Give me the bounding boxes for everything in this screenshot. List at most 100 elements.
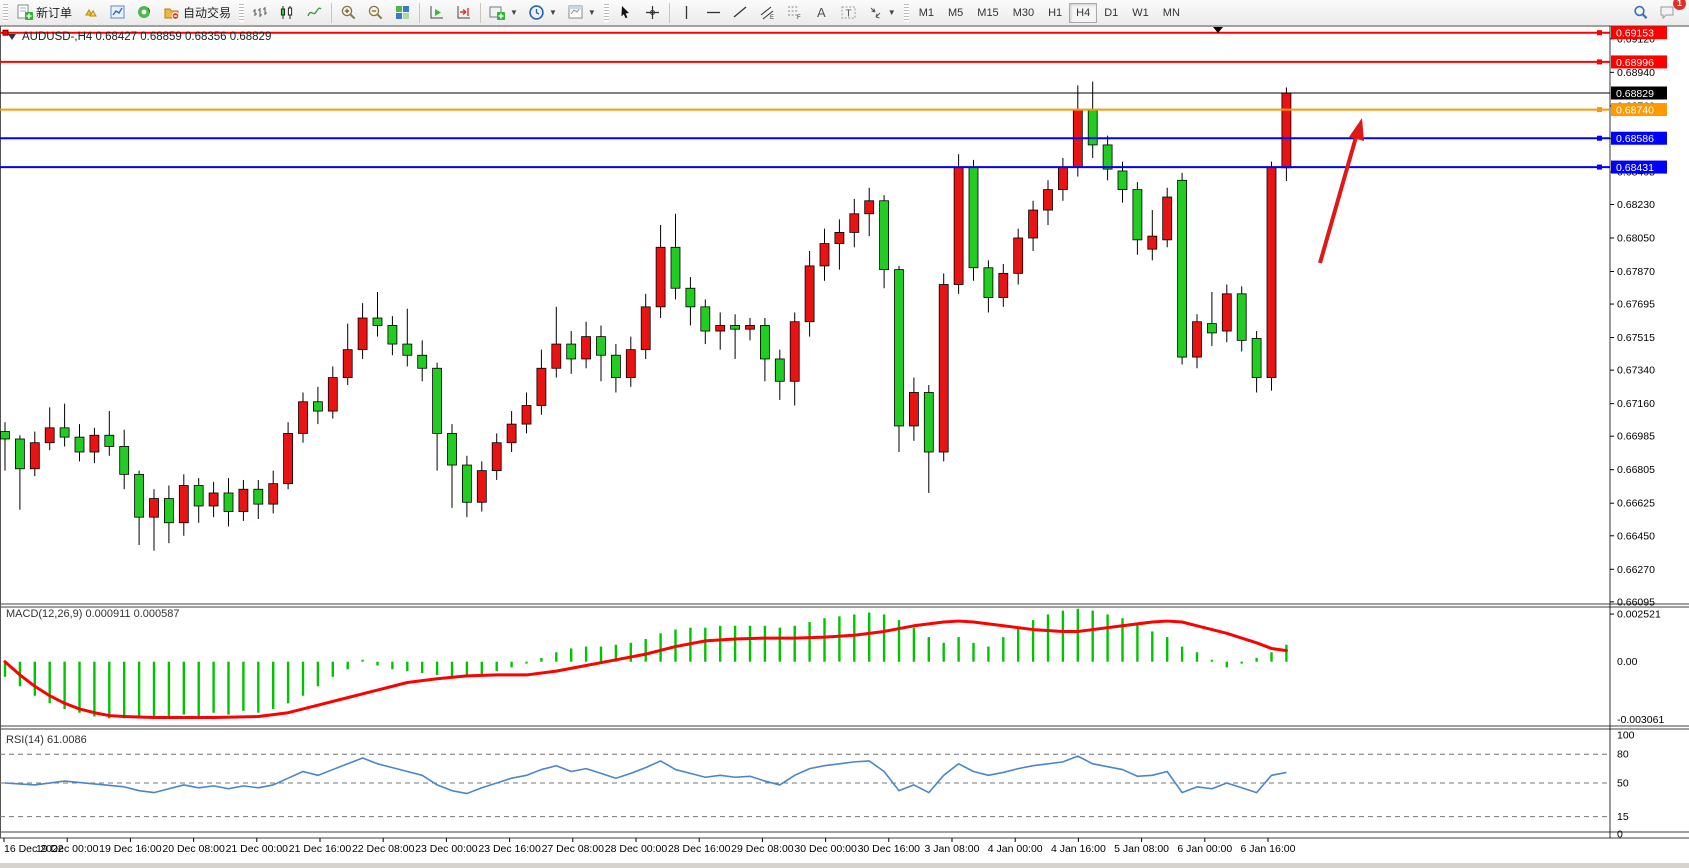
time-tick-label: 30 Dec 16:00 xyxy=(858,843,921,855)
candle-body xyxy=(223,492,234,512)
candle-body xyxy=(730,325,740,330)
candle-body xyxy=(491,442,502,472)
chart-candles-button[interactable] xyxy=(274,1,301,24)
time-tick-label: 3 Jan 08:00 xyxy=(925,843,980,855)
timeframe-m30-button[interactable]: M30 xyxy=(1012,6,1035,19)
zoom-out-button[interactable] xyxy=(362,1,389,24)
price-line-label-box xyxy=(1611,103,1667,117)
macd-label: MACD(12,26,9) 0.000911 0.000587 xyxy=(6,608,179,620)
new-order-button-label: 新订单 xyxy=(36,6,73,20)
timeframe-m1-button[interactable]: M1 xyxy=(918,6,934,19)
candle-body xyxy=(506,423,517,444)
candle-body xyxy=(119,446,130,475)
time-tick-label: 21 Dec 16:00 xyxy=(289,843,352,855)
candle-body xyxy=(655,246,666,308)
templates-button[interactable]: ▼ xyxy=(562,1,601,24)
trendline-icon xyxy=(732,4,749,21)
candle-body xyxy=(178,485,189,524)
search-icon[interactable] xyxy=(1627,1,1654,24)
arrows-button[interactable]: ▼ xyxy=(862,1,901,24)
chart-canvas[interactable]: 0.691200.689400.687600.685850.684050.682… xyxy=(0,25,1689,863)
chart-title-expand-icon[interactable] xyxy=(8,34,16,40)
chart-bars-button[interactable] xyxy=(247,1,274,24)
chart-shift-button[interactable] xyxy=(450,1,477,24)
candle-body xyxy=(596,336,606,356)
candle-body xyxy=(74,436,85,453)
crosshair-icon xyxy=(644,4,661,21)
chart-line-button[interactable] xyxy=(301,1,328,24)
line-handle[interactable] xyxy=(1597,30,1602,36)
indicators-button[interactable]: ▼ xyxy=(484,1,523,24)
candle-body xyxy=(447,433,457,466)
templates-button-dropdown[interactable]: ▼ xyxy=(587,8,596,17)
candle-body xyxy=(134,473,145,518)
candle-body xyxy=(611,354,621,378)
rsi-axis-label: 50 xyxy=(1617,778,1629,790)
candle-body xyxy=(1087,109,1098,146)
time-tick-label: 19 Dec 16:00 xyxy=(99,843,162,855)
channel-button[interactable]: E xyxy=(754,1,781,24)
candle-body xyxy=(387,325,398,345)
timeframe-h1-button[interactable]: H1 xyxy=(1048,6,1063,19)
line-handle[interactable] xyxy=(1597,164,1602,170)
price-line-label-box xyxy=(1611,160,1667,174)
trendline-button[interactable] xyxy=(727,1,754,24)
vline-button[interactable] xyxy=(673,1,700,24)
line-handle[interactable] xyxy=(1597,135,1602,141)
price-tick-label: 0.66985 xyxy=(1617,431,1655,443)
fibonacci-button[interactable]: F xyxy=(781,1,808,24)
new-order-button[interactable]: 新订单 xyxy=(11,1,77,24)
candle-body xyxy=(253,488,264,505)
candle-body xyxy=(968,166,979,269)
zoom-in-button[interactable] xyxy=(335,1,362,24)
market-icon[interactable] xyxy=(77,1,104,24)
annotation-arrow-head[interactable] xyxy=(1349,118,1364,141)
text-button[interactable]: A xyxy=(808,1,835,24)
signals-icon[interactable] xyxy=(104,1,131,24)
candle-body xyxy=(536,367,547,406)
periods-button[interactable]: ▼ xyxy=(523,1,562,24)
auto-scroll-button[interactable] xyxy=(423,1,450,24)
candle-body xyxy=(581,336,591,360)
candle-body xyxy=(14,438,25,470)
timeframe-d1-button[interactable]: D1 xyxy=(1104,6,1119,19)
chart-candles-icon xyxy=(279,4,296,21)
time-tick-label: 30 Dec 00:00 xyxy=(794,843,857,855)
candle-body xyxy=(819,243,830,267)
periods-button-dropdown[interactable]: ▼ xyxy=(548,8,557,17)
price-tick-label: 0.67695 xyxy=(1617,299,1655,311)
toolbar-grip xyxy=(603,3,609,22)
tile-windows-button[interactable] xyxy=(389,1,416,24)
chart-window: 0.691200.689400.687600.685850.684050.682… xyxy=(0,25,1689,863)
timeframe-w1-button[interactable]: W1 xyxy=(1132,6,1149,19)
indicators-button-dropdown[interactable]: ▼ xyxy=(510,8,518,17)
annotation-arrow[interactable] xyxy=(1318,136,1358,264)
hline-button[interactable] xyxy=(700,1,727,24)
cursor-icon xyxy=(617,4,634,21)
candle-body xyxy=(402,343,413,356)
line-handle[interactable] xyxy=(2,29,9,36)
candle-body xyxy=(1207,323,1217,334)
price-tick-label: 0.68050 xyxy=(1617,232,1655,244)
candle-body xyxy=(357,317,368,351)
crosshair-button[interactable] xyxy=(639,1,666,24)
news-icon[interactable] xyxy=(131,1,158,24)
text-label-button[interactable]: T xyxy=(835,1,862,24)
autotrading-button[interactable]: 自动交易 xyxy=(158,1,236,24)
cursor-button[interactable] xyxy=(612,1,639,24)
timeframe-h4-button[interactable]: H4 xyxy=(1069,2,1098,23)
timeframe-m15-button[interactable]: M15 xyxy=(977,6,999,19)
macd-axis-label: -0.003061 xyxy=(1617,714,1664,726)
candle-body xyxy=(104,434,115,447)
line-handle[interactable] xyxy=(1597,107,1602,113)
price-line-label: 0.68586 xyxy=(1616,133,1654,145)
rsi-line xyxy=(4,755,1287,795)
line-handle[interactable] xyxy=(1597,59,1602,65)
timeframe-m5-button[interactable]: M5 xyxy=(948,6,964,19)
candle-body xyxy=(566,343,577,360)
chat-icon[interactable]: 1 xyxy=(1654,0,1686,24)
svg-text:T: T xyxy=(845,9,851,20)
arrows-button-dropdown[interactable]: ▼ xyxy=(887,8,896,17)
timeframe-mn-button[interactable]: MN xyxy=(1162,6,1180,19)
vline-icon xyxy=(678,4,695,21)
